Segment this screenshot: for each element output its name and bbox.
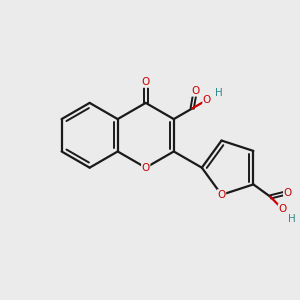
Text: O: O bbox=[284, 188, 292, 198]
Text: O: O bbox=[218, 190, 226, 200]
Text: H: H bbox=[214, 88, 222, 98]
Text: O: O bbox=[142, 163, 150, 173]
Text: O: O bbox=[203, 95, 211, 105]
Text: O: O bbox=[191, 86, 199, 96]
Text: H: H bbox=[288, 214, 296, 224]
Text: O: O bbox=[278, 204, 286, 214]
Text: O: O bbox=[142, 77, 150, 87]
